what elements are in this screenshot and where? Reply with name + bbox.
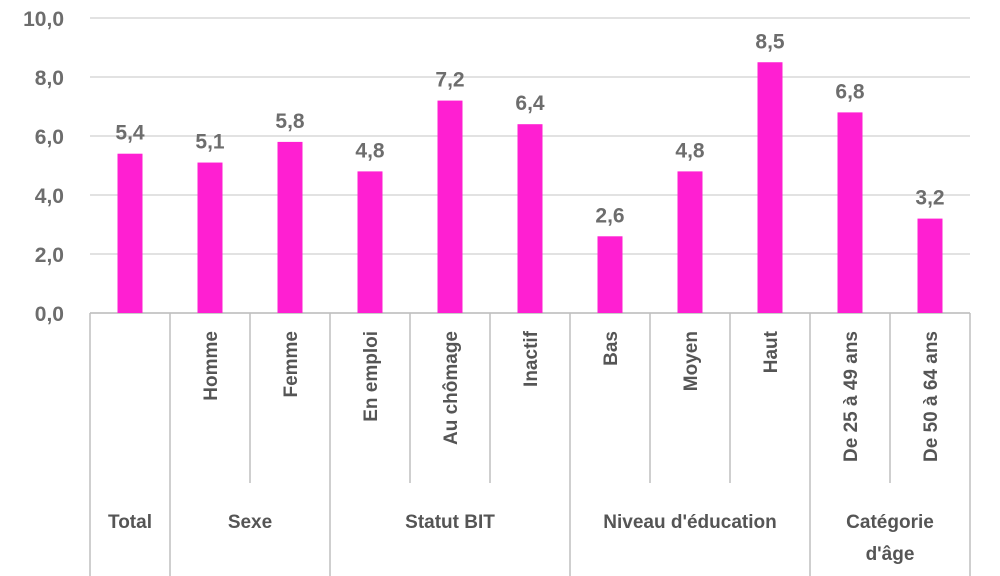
bar bbox=[357, 171, 383, 313]
bar bbox=[917, 218, 943, 313]
data-label: 5,4 bbox=[115, 122, 145, 145]
y-tick-label: 0,0 bbox=[35, 303, 64, 326]
y-tick-label: 2,0 bbox=[35, 244, 64, 267]
bar bbox=[597, 236, 623, 313]
data-label: 5,8 bbox=[275, 110, 305, 133]
category-label: De 25 à 49 ans bbox=[841, 331, 862, 462]
group-label: Sexe bbox=[228, 512, 272, 533]
group-label: Catégorie bbox=[846, 512, 934, 533]
bar bbox=[677, 171, 703, 313]
group-label: Statut BIT bbox=[405, 512, 495, 533]
data-label: 3,2 bbox=[915, 187, 944, 210]
group-label: Niveau d'éducation bbox=[603, 512, 776, 533]
y-tick-label: 6,0 bbox=[35, 126, 64, 149]
category-label: Moyen bbox=[681, 331, 702, 391]
y-tick-label: 10,0 bbox=[23, 8, 64, 31]
data-label: 7,2 bbox=[435, 69, 464, 92]
category-label: Inactif bbox=[521, 330, 542, 387]
bar bbox=[837, 112, 863, 314]
category-label: Bas bbox=[601, 331, 622, 366]
y-tick-label: 4,0 bbox=[35, 185, 64, 208]
group-label: d'âge bbox=[866, 544, 915, 565]
bar bbox=[517, 124, 543, 313]
category-label: En emploi bbox=[361, 331, 382, 422]
category-label: Haut bbox=[761, 330, 782, 373]
category-label: Femme bbox=[281, 331, 302, 398]
category-label: Homme bbox=[201, 331, 222, 401]
data-label: 4,8 bbox=[355, 139, 385, 162]
data-label: 2,6 bbox=[595, 204, 624, 227]
category-label: De 50 à 64 ans bbox=[921, 331, 942, 462]
data-label: 4,8 bbox=[675, 139, 705, 162]
bar bbox=[117, 153, 143, 313]
data-label: 6,8 bbox=[835, 80, 865, 103]
data-label: 6,4 bbox=[515, 92, 545, 115]
data-label: 5,1 bbox=[195, 131, 225, 154]
bar bbox=[197, 162, 223, 313]
bar bbox=[757, 62, 783, 313]
bar bbox=[437, 100, 463, 313]
group-label: Total bbox=[108, 512, 152, 533]
category-label: Au chômage bbox=[441, 331, 462, 445]
bar bbox=[277, 141, 303, 313]
data-label: 8,5 bbox=[755, 30, 785, 53]
y-tick-label: 8,0 bbox=[35, 67, 64, 90]
